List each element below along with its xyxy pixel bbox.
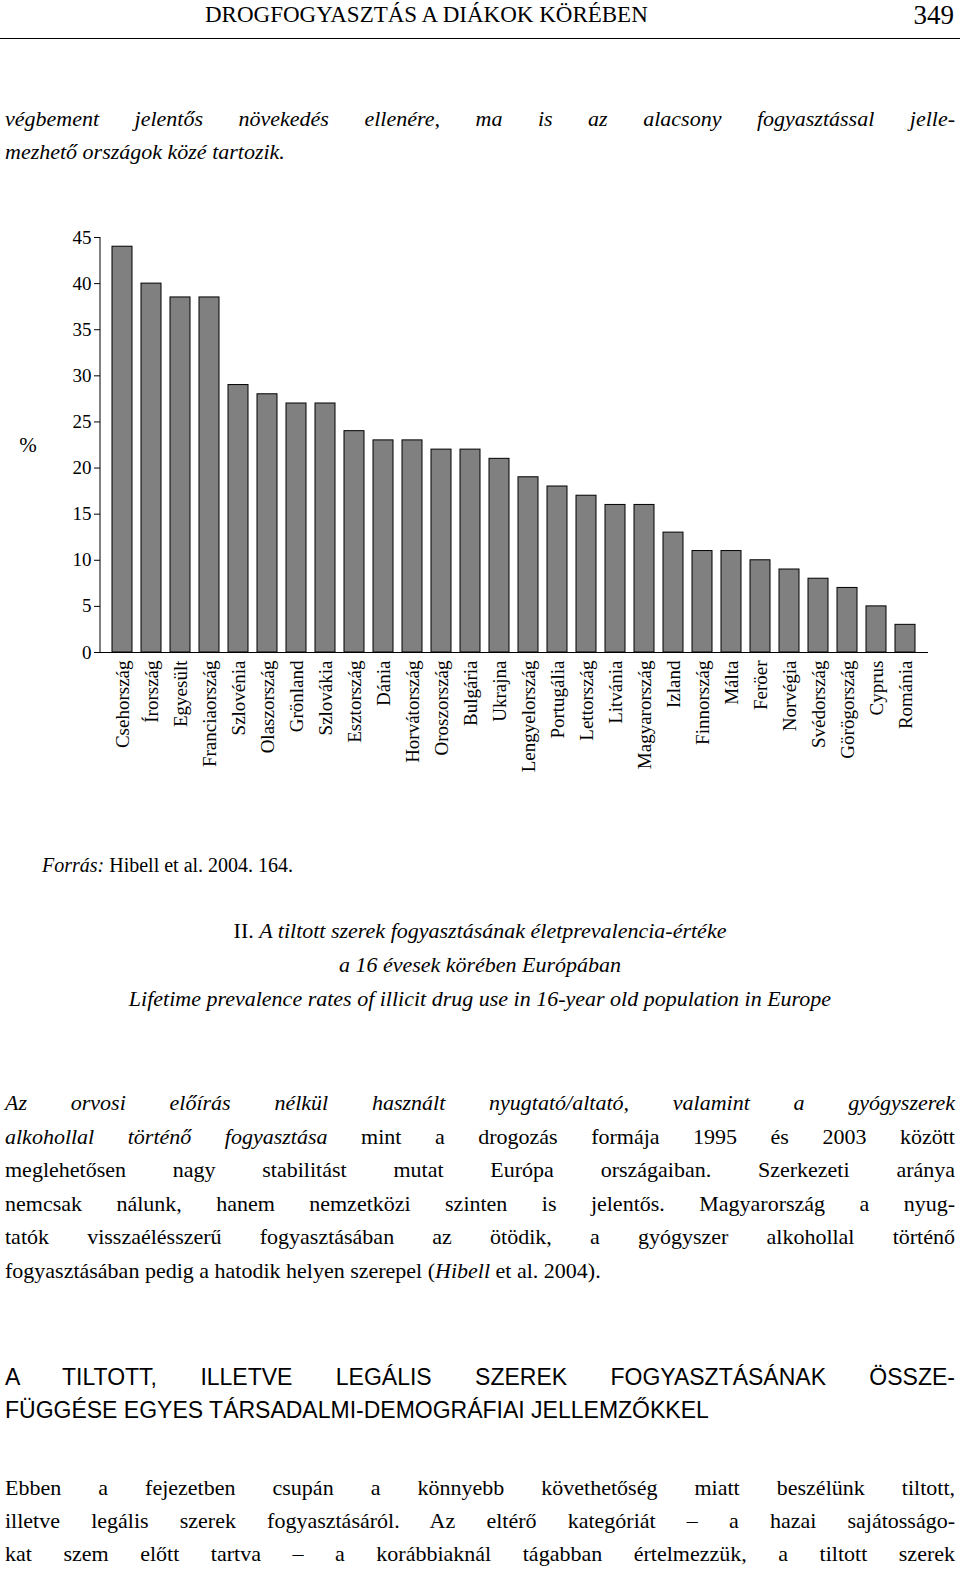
svg-text:20: 20 bbox=[73, 457, 92, 478]
svg-text:Feröer: Feröer bbox=[750, 660, 771, 710]
svg-text:Dánia: Dánia bbox=[373, 660, 394, 706]
svg-text:Magyarország: Magyarország bbox=[634, 660, 655, 769]
svg-text:Portugália: Portugália bbox=[547, 660, 568, 739]
svg-text:Litvánia: Litvánia bbox=[605, 660, 626, 724]
svg-text:Grönland: Grönland bbox=[286, 660, 307, 732]
svg-text:15: 15 bbox=[73, 503, 92, 524]
svg-text:45: 45 bbox=[73, 227, 92, 248]
html-text:DROGFOGYASZTÁS A DIÁKOK KÖRÉBE: DROGFOGYASZTÁS A DIÁKOK KÖRÉBEN bbox=[205, 2, 648, 27]
svg-text:Románia: Románia bbox=[895, 660, 916, 729]
html-text:alkohollal történő fogyasztása: alkohollal történő fogyasztása mint a dr… bbox=[5, 1123, 955, 1149]
svg-text:Lettország: Lettország bbox=[576, 660, 597, 741]
svg-text:Lengyelország: Lengyelország bbox=[518, 660, 539, 772]
svg-text:Finnország: Finnország bbox=[692, 660, 713, 745]
svg-text:Ukrajna: Ukrajna bbox=[489, 660, 510, 722]
html-text:végbement jelentős növekedés e: végbement jelentős növekedés ellenére, m… bbox=[5, 106, 955, 131]
svg-text:Norvégia: Norvégia bbox=[779, 660, 800, 731]
svg-text:35: 35 bbox=[73, 319, 92, 340]
svg-text:Esztország: Esztország bbox=[344, 660, 365, 743]
html-text:Lifetime prevalence rates of i: Lifetime prevalence rates of illicit dru… bbox=[128, 986, 832, 1011]
html-text:tatók visszaélésszerű fogyaszt: tatók visszaélésszerű fogyasztásában az … bbox=[5, 1224, 955, 1249]
svg-text:Franciaország: Franciaország bbox=[199, 660, 220, 767]
svg-text:Cyprus: Cyprus bbox=[866, 661, 887, 716]
html-text:349: 349 bbox=[913, 0, 954, 30]
html-text:Ebben a fejezetben csupán a kö: Ebben a fejezetben csupán a könnyebb köv… bbox=[5, 1475, 955, 1500]
svg-text:Görögország: Görögország bbox=[837, 660, 858, 759]
svg-text:5: 5 bbox=[82, 595, 92, 616]
svg-text:%: % bbox=[19, 433, 37, 457]
html-text:meglehetősen nagy stabilitást: meglehetősen nagy stabilitást mutat Euró… bbox=[5, 1157, 955, 1182]
svg-text:Oroszország: Oroszország bbox=[431, 660, 452, 755]
svg-text:Málta: Málta bbox=[721, 660, 742, 705]
html-text:A TILTOTT, ILLETVE LEGÁLIS SZE: A TILTOTT, ILLETVE LEGÁLIS SZEREK FOGYAS… bbox=[5, 1364, 955, 1390]
html-text:illetve legális szerek fogyasz: illetve legális szerek fogyasztásáról. A… bbox=[5, 1508, 955, 1533]
html-text:a 16 évesek körében Európában: a 16 évesek körében Európában bbox=[338, 952, 622, 977]
html-text:Forrás: Hibell et al. 2004. 16: Forrás: Hibell et al. 2004. 164. bbox=[42, 854, 294, 876]
html-text:mezhető országok közé tartozik: mezhető országok közé tartozik. bbox=[5, 139, 285, 164]
svg-text:Csehország: Csehország bbox=[112, 660, 133, 748]
svg-text:Svédország: Svédország bbox=[808, 660, 829, 748]
svg-text:Bulgária: Bulgária bbox=[460, 660, 481, 726]
svg-text:Írország: Írország bbox=[141, 660, 162, 723]
svg-text:Olaszország: Olaszország bbox=[257, 660, 278, 753]
html-text:FÜGGÉSE EGYES TÁRSADALMI-DEMOG: FÜGGÉSE EGYES TÁRSADALMI-DEMOGRÁFIAI JEL… bbox=[5, 1397, 709, 1423]
svg-text:Izland: Izland bbox=[663, 660, 684, 708]
svg-text:Szlovákia: Szlovákia bbox=[315, 660, 336, 735]
html-text:nemcsak nálunk, hanem nemzetkö: nemcsak nálunk, hanem nemzetközi szinten… bbox=[5, 1190, 955, 1216]
svg-text:0: 0 bbox=[82, 642, 92, 663]
svg-text:10: 10 bbox=[73, 549, 92, 570]
html-text:II. A tiltott szerek fogyasztá: II. A tiltott szerek fogyasztásának élet… bbox=[233, 918, 727, 943]
svg-text:25: 25 bbox=[73, 411, 92, 432]
html-text:kat szem előtt tartva – a korá: kat szem előtt tartva – a korábbiaknál t… bbox=[5, 1541, 955, 1566]
svg-text:40: 40 bbox=[73, 273, 92, 294]
html-text:fogyasztásában pedig a hatodik: fogyasztásában pedig a hatodik helyen sz… bbox=[5, 1257, 601, 1283]
svg-text:Szlovénia: Szlovénia bbox=[228, 660, 249, 735]
svg-text:Egyesült: Egyesült bbox=[170, 660, 191, 727]
svg-text:Horvátország: Horvátország bbox=[402, 660, 423, 763]
html-text:Az orvosi előírás nélkül haszn: Az orvosi előírás nélkül használt nyugta… bbox=[5, 1090, 955, 1115]
svg-text:30: 30 bbox=[73, 365, 92, 386]
